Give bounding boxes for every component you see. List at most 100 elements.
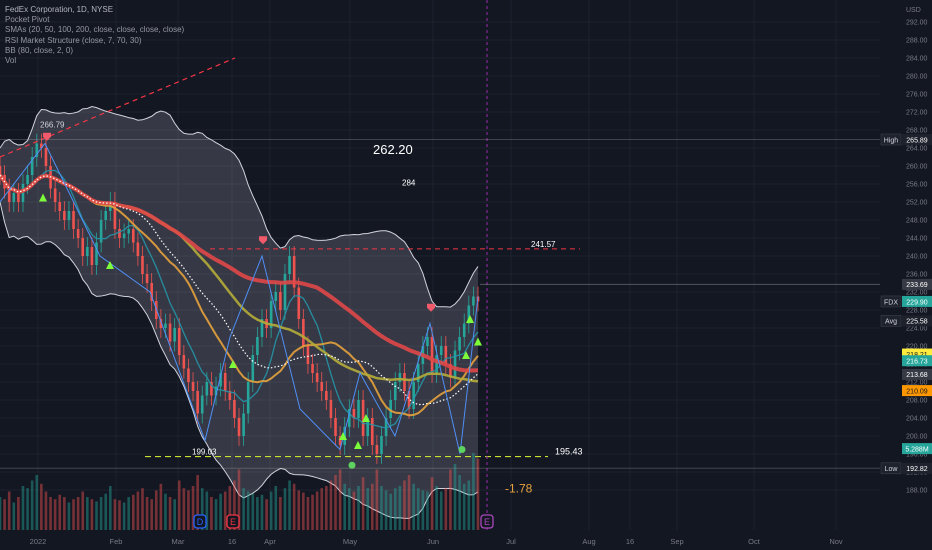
y-tick-label: 200.00 xyxy=(906,434,928,441)
y-tick-label: 260.00 xyxy=(906,164,928,171)
volume-bar xyxy=(131,494,135,530)
volume-bar xyxy=(104,493,108,530)
x-tick-label: Sep xyxy=(670,537,683,546)
sell-signal-icon xyxy=(259,236,267,245)
volume-bar xyxy=(127,497,130,530)
candle xyxy=(398,373,402,382)
legend-vol[interactable]: Vol xyxy=(5,56,17,66)
price-tag-value: 233.69 xyxy=(906,282,928,289)
candle xyxy=(12,193,16,202)
candle xyxy=(90,247,94,265)
event-marker-2 xyxy=(480,514,494,529)
candle xyxy=(246,382,250,414)
volume-bar xyxy=(58,494,62,530)
candle xyxy=(256,337,259,355)
buy-signal-icon xyxy=(474,337,482,346)
x-tick-label: Jul xyxy=(506,537,516,546)
event-marker-0 xyxy=(193,514,207,529)
candle xyxy=(430,337,434,373)
price-tag xyxy=(902,368,932,380)
candle xyxy=(150,283,153,301)
candle xyxy=(453,350,457,378)
candle xyxy=(131,229,135,243)
price-tag xyxy=(902,462,932,474)
volume-bar xyxy=(154,490,158,530)
candle xyxy=(145,274,149,283)
legend-title[interactable]: FedEx Corporation, 1D, NYSE xyxy=(5,5,114,14)
volume-bar xyxy=(159,483,163,530)
volume-bar xyxy=(435,486,438,530)
event-marker-text: E xyxy=(230,517,236,527)
candle xyxy=(251,355,255,382)
volume-bar xyxy=(145,497,149,530)
volume-bar xyxy=(17,497,20,530)
volume-bar xyxy=(279,497,282,530)
candle xyxy=(325,391,328,400)
volume-bar xyxy=(7,491,11,530)
volume-bar xyxy=(210,497,213,530)
volume-bar xyxy=(320,488,324,530)
y-tick-label: 280.00 xyxy=(906,74,928,81)
grid xyxy=(0,0,880,530)
volume-bar xyxy=(233,480,236,530)
x-tick-label: Oct xyxy=(748,537,761,546)
candle xyxy=(412,382,415,409)
candle xyxy=(348,409,351,427)
price-tag-name: FDX xyxy=(884,299,898,306)
legend-smas[interactable]: SMAs (20, 50, 100, 200, close, close, cl… xyxy=(5,25,185,35)
candle xyxy=(26,175,29,184)
volume-bar xyxy=(476,458,480,530)
x-tick-label: Nov xyxy=(829,537,843,546)
volume-bar xyxy=(242,488,245,530)
volume-bar xyxy=(223,491,227,530)
volume-bar xyxy=(472,453,475,530)
legend-pocket-pivot[interactable]: Pocket Pivot xyxy=(5,15,50,25)
indicator-legend: FedEx Corporation, 1D, NYSE Pocket Pivot… xyxy=(5,5,184,66)
annotation-label: 266.79 xyxy=(40,120,65,129)
candle xyxy=(361,400,365,436)
candle xyxy=(435,355,438,373)
candle xyxy=(53,188,57,202)
volume-bar xyxy=(357,486,360,530)
candle xyxy=(311,364,314,373)
volume-bar xyxy=(109,486,112,530)
candle xyxy=(141,256,144,274)
volume-bar xyxy=(311,494,314,530)
volume-bar xyxy=(99,497,103,530)
volume-bar xyxy=(150,499,153,530)
y-tick-label: 208.00 xyxy=(906,398,928,405)
volume-bar xyxy=(30,480,34,530)
volume-bar xyxy=(412,483,415,530)
legend-rsi-structure[interactable]: RSI Market Structure (close, 7, 70, 30) xyxy=(5,35,142,45)
volume-bar xyxy=(237,469,241,530)
candle xyxy=(196,391,199,414)
volume-bar xyxy=(421,490,425,530)
event-marker-1 xyxy=(226,514,240,529)
event-marker-text: E xyxy=(484,517,490,527)
candle xyxy=(164,323,167,328)
volume-bar xyxy=(90,499,94,530)
price-tag xyxy=(902,295,932,307)
legend-bb[interactable]: BB (80, close, 2, 0) xyxy=(5,45,74,55)
y-tick-label: 188.00 xyxy=(906,488,928,495)
candle xyxy=(136,242,140,256)
candle xyxy=(122,233,126,238)
price-axis: USD188.00192.00196.00200.00204.00208.002… xyxy=(906,7,928,495)
candle xyxy=(219,373,222,387)
x-tick-label: Apr xyxy=(264,537,276,546)
volume-bar xyxy=(256,497,259,530)
volume-bar xyxy=(288,480,291,530)
candle xyxy=(370,418,374,445)
candle xyxy=(228,391,232,400)
candle xyxy=(393,382,397,400)
candle xyxy=(72,211,75,229)
buy-signal-icon xyxy=(106,261,114,269)
candle xyxy=(214,386,218,396)
volume-bar xyxy=(325,486,328,530)
candle xyxy=(292,256,296,288)
candle xyxy=(237,418,241,436)
candle xyxy=(44,148,48,166)
volume-bar xyxy=(274,486,278,530)
volume-bar xyxy=(439,491,443,530)
